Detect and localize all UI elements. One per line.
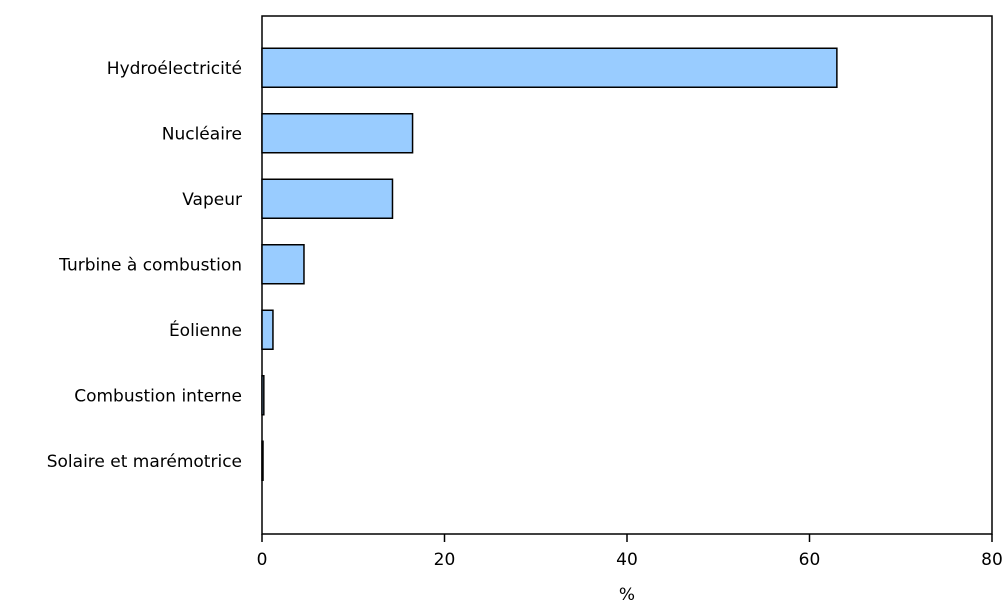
bar-6 [261, 440, 264, 481]
category-labels: Hydroélectricité Nucléaire Vapeur Turbine à… [47, 59, 242, 472]
x-tick-label-1: 20 [434, 550, 456, 570]
bar-5 [261, 375, 265, 416]
x-tick-label-0: 0 [257, 550, 268, 570]
bar-2 [261, 178, 394, 219]
x-tick-label-4: 80 [981, 550, 1003, 570]
category-label-3: Turbine à combustion [58, 255, 242, 275]
x-tick-label-2: 40 [616, 550, 638, 570]
category-label-0: Hydroélectricité [107, 59, 242, 79]
category-label-1: Nucléaire [162, 124, 242, 144]
plot-frame [261, 15, 993, 535]
category-label-4: Éolienne [169, 319, 242, 341]
x-axis-title: % [619, 585, 635, 605]
x-axis-ticks: 0 20 40 60 80 [257, 534, 1003, 570]
bar-1 [261, 113, 414, 154]
bars-layer [261, 47, 838, 481]
category-label-5: Combustion interne [74, 386, 242, 406]
x-tick-label-3: 60 [799, 550, 821, 570]
bar-4 [261, 309, 274, 350]
category-label-6: Solaire et marémotrice [47, 452, 242, 472]
bar-0 [261, 47, 838, 88]
category-label-2: Vapeur [182, 190, 242, 210]
bar-3 [261, 244, 305, 285]
